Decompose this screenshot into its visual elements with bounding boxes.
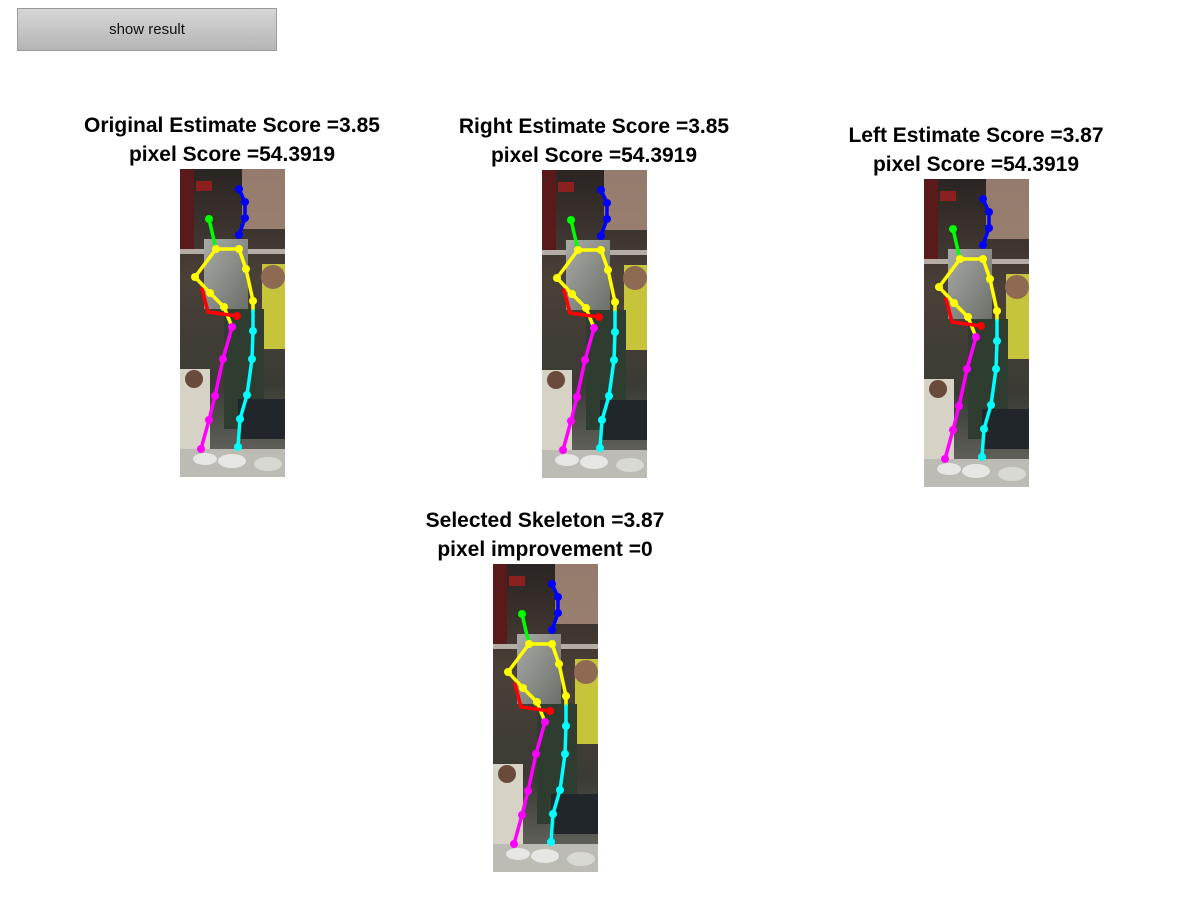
right-estimate-skeleton-image [541,170,647,478]
left-estimate-pixel-score: pixel Score =54.3919 [872,153,1080,176]
original-estimate-panel: Original Estimate Score =3.85 pixel Scor… [62,111,402,477]
selected-skeleton-title: Selected Skeleton =3.87 [425,509,665,532]
right-estimate-title: Right Estimate Score =3.85 [458,115,730,138]
right-estimate-panel: Right Estimate Score =3.85 pixel Score =… [424,112,764,478]
selected-skeleton-pixel-improvement: pixel improvement =0 [437,538,653,561]
left-estimate-skeleton-image [923,179,1029,487]
right-estimate-pixel-score: pixel Score =54.3919 [490,144,698,167]
selected-skeleton-image [492,564,598,872]
selected-skeleton-panel: Selected Skeleton =3.87 pixel improvemen… [375,506,715,872]
left-estimate-title: Left Estimate Score =3.87 [848,124,1104,147]
original-estimate-title: Original Estimate Score =3.85 [84,114,380,137]
original-estimate-skeleton-image [179,169,285,477]
left-estimate-panel: Left Estimate Score =3.87 pixel Score =5… [806,121,1146,487]
original-estimate-pixel-score: pixel Score =54.3919 [128,143,336,166]
show-result-button[interactable]: show result [17,8,277,51]
